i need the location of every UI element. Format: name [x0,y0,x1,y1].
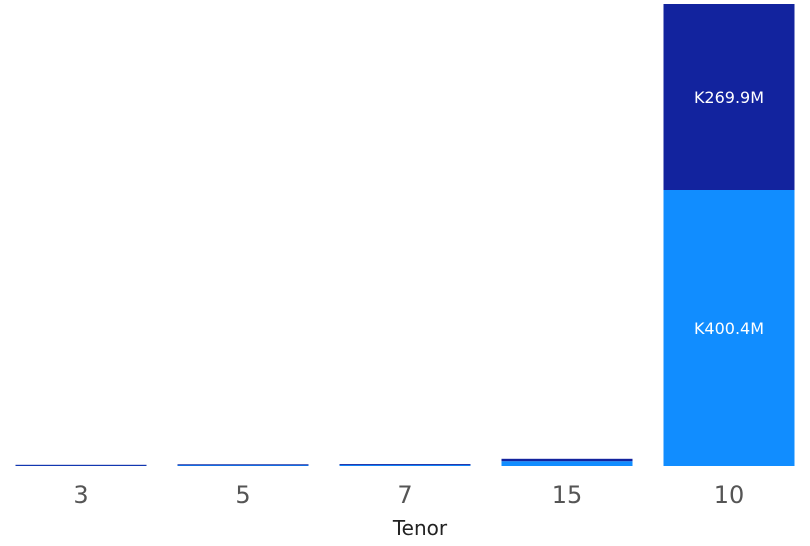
x-tick-label-15: 15 [552,481,583,509]
data-label-10-0: K400.4M [694,319,764,338]
data-labels-layer: K400.4M K269.9M [694,88,764,338]
bar-segment-15-0[interactable] [501,461,633,466]
bar-segment-10-1[interactable] [663,4,795,190]
x-tick-label-5: 5 [235,481,250,509]
bar-segment-15-1[interactable] [501,458,633,462]
bar-segment-3-1[interactable] [15,464,147,466]
bar-segment-7-0[interactable] [339,465,471,466]
bar-segment-10-0[interactable] [663,190,795,466]
x-tick-label-3: 3 [73,481,88,509]
x-tick-label-7: 7 [397,481,412,509]
bar-segment-5-0[interactable] [177,465,309,466]
bar-segment-7-1[interactable] [339,464,471,466]
x-axis-ticks: 3 5 7 15 10 [73,481,744,509]
x-axis-title: Tenor [392,516,448,540]
data-label-10-1: K269.9M [694,88,764,107]
bar-segment-5-1[interactable] [177,464,309,466]
x-tick-label-10: 10 [714,481,745,509]
bars-layer [15,4,795,466]
